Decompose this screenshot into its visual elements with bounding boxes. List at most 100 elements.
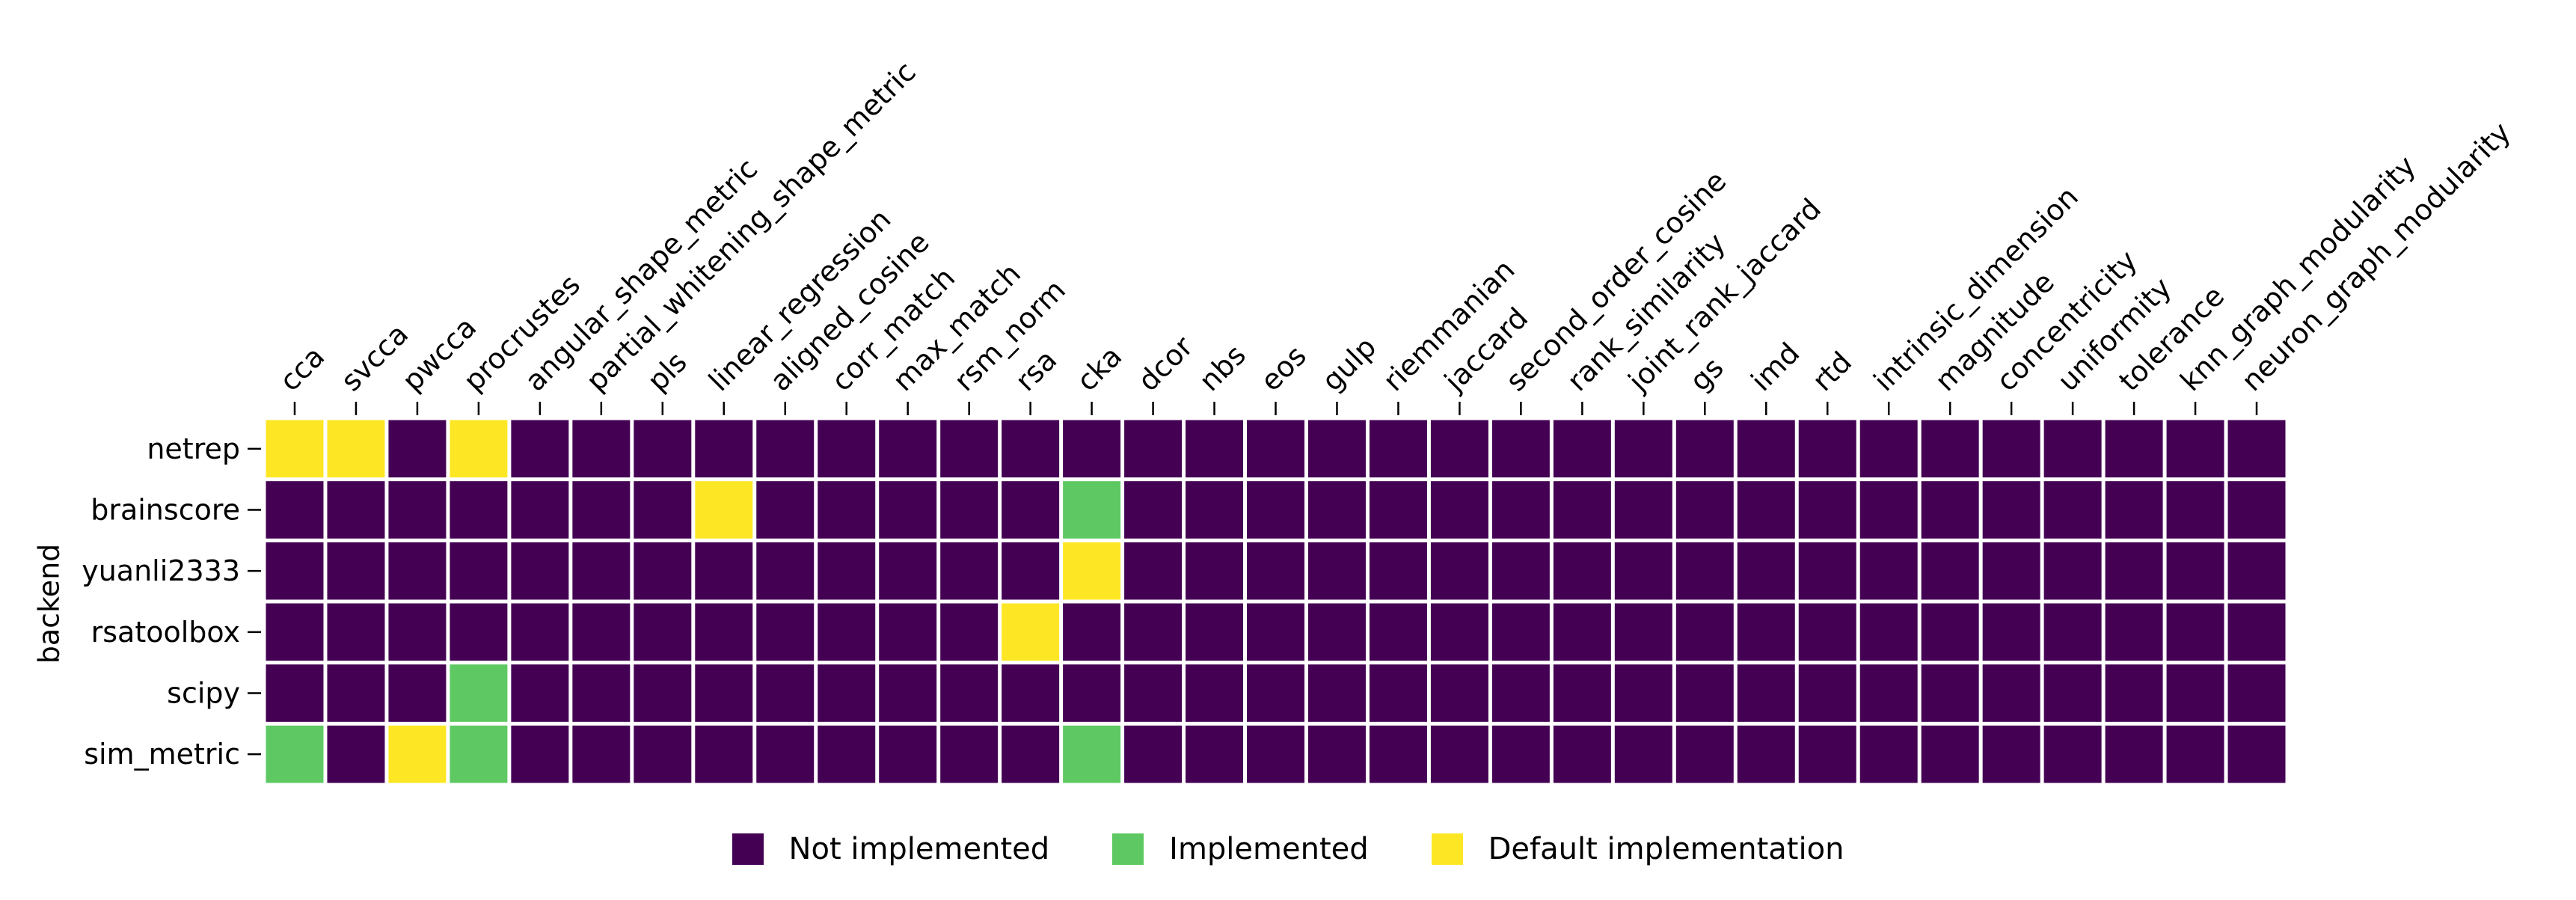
heatmap-cell	[634, 725, 692, 783]
heatmap-cell	[2227, 542, 2286, 600]
heatmap-cell	[940, 542, 999, 600]
heatmap-cell	[450, 420, 508, 478]
heatmap-cell	[572, 664, 631, 722]
legend-entry: Not implemented	[732, 832, 1050, 866]
heatmap-cell	[818, 481, 876, 539]
heatmap-cell	[1737, 420, 1795, 478]
heatmap-cell	[2105, 664, 2163, 722]
heatmap-cell	[1491, 481, 1550, 539]
heatmap-cell	[2166, 603, 2224, 661]
heatmap-cell	[2227, 420, 2286, 478]
heatmap-cell	[511, 420, 569, 478]
heatmap-cell	[1859, 664, 1918, 722]
legend-swatch	[1112, 833, 1144, 865]
heatmap-cell	[450, 481, 508, 539]
heatmap-cell	[940, 420, 999, 478]
heatmap-cell	[266, 481, 324, 539]
heatmap-cell	[1982, 420, 2040, 478]
heatmap-cell	[2166, 542, 2224, 600]
heatmap-cell	[2166, 725, 2224, 783]
heatmap-cell	[1063, 725, 1121, 783]
heatmap-cell	[388, 725, 447, 783]
heatmap-cell	[940, 603, 999, 661]
heatmap-cell	[2043, 603, 2102, 661]
heatmap-cell	[1614, 725, 1672, 783]
heatmap-cell	[1798, 603, 1856, 661]
x-tick-label: svcca	[334, 317, 414, 397]
heatmap-cell	[1921, 664, 1979, 722]
heatmap-cell	[1553, 542, 1611, 600]
heatmap-cell	[1614, 420, 1672, 478]
heatmap-cell	[572, 420, 631, 478]
heatmap-cell	[1124, 664, 1183, 722]
heatmap-cell	[818, 420, 876, 478]
heatmap-cell	[1307, 603, 1366, 661]
heatmap-cell	[572, 725, 631, 783]
heatmap-cell	[327, 481, 385, 539]
heatmap-cell	[879, 542, 937, 600]
heatmap-cell	[1737, 542, 1795, 600]
heatmap-cell	[2043, 420, 2102, 478]
heatmap-cell	[1798, 481, 1856, 539]
heatmap-cell	[511, 542, 569, 600]
heatmap-cell	[1063, 420, 1121, 478]
heatmap-cell	[450, 603, 508, 661]
heatmap-cell	[1798, 725, 1856, 783]
heatmap-cell	[1369, 603, 1427, 661]
heatmap-cell	[879, 664, 937, 722]
heatmap-cell	[1614, 664, 1672, 722]
heatmap-cell	[1307, 542, 1366, 600]
heatmap-cell	[1675, 481, 1734, 539]
heatmap-cell	[1307, 481, 1366, 539]
heatmap-cell	[1186, 725, 1244, 783]
heatmap-cell	[818, 603, 876, 661]
heatmap-cell	[1369, 542, 1427, 600]
heatmap-cell	[1307, 664, 1366, 722]
heatmap-cell	[388, 420, 447, 478]
heatmap-cell	[1921, 542, 1979, 600]
heatmap-cell	[1369, 725, 1427, 783]
heatmap-cell	[1430, 664, 1488, 722]
x-tick-label: pls	[641, 346, 693, 398]
heatmap-cell	[1063, 542, 1121, 600]
heatmap-cell	[572, 603, 631, 661]
heatmap-cell	[1002, 542, 1060, 600]
heatmap-cell	[634, 420, 692, 478]
heatmap-cell	[572, 481, 631, 539]
heatmap-cell	[2227, 725, 2286, 783]
heatmap-cell	[1737, 725, 1795, 783]
heatmap-cell	[2043, 481, 2102, 539]
heatmap-cell	[1247, 481, 1304, 539]
heatmap-cell	[2105, 603, 2163, 661]
heatmap-cell	[1430, 420, 1488, 478]
heatmap-cell	[695, 542, 753, 600]
heatmap-cell	[1247, 725, 1304, 783]
legend-label: Not implemented	[788, 832, 1050, 866]
heatmap-cell	[695, 603, 753, 661]
heatmap-cell	[266, 542, 324, 600]
heatmap-cell	[1982, 603, 2040, 661]
heatmap-cell	[940, 664, 999, 722]
heatmap-cell	[1491, 603, 1550, 661]
heatmap-cell	[1553, 664, 1611, 722]
heatmap-cell	[1921, 603, 1979, 661]
heatmap-cells	[264, 418, 2288, 786]
heatmap-cell	[1553, 603, 1611, 661]
x-tick-label: dcor	[1132, 330, 1200, 398]
heatmap-cell	[1124, 542, 1183, 600]
heatmap-cell	[1247, 664, 1304, 722]
heatmap-cell	[695, 481, 753, 539]
heatmap-cell	[1675, 725, 1734, 783]
heatmap-cell	[1063, 603, 1121, 661]
heatmap-cell	[450, 725, 508, 783]
heatmap-cell	[1982, 542, 2040, 600]
heatmap-cell	[756, 481, 815, 539]
heatmap-cell	[1491, 420, 1550, 478]
heatmap-cell	[511, 481, 569, 539]
heatmap-cell	[1430, 603, 1488, 661]
heatmap-cell	[818, 725, 876, 783]
heatmap-cell	[327, 664, 385, 722]
heatmap-cell	[2043, 542, 2102, 600]
heatmap-cell	[1002, 603, 1060, 661]
heatmap-cell	[1859, 481, 1918, 539]
